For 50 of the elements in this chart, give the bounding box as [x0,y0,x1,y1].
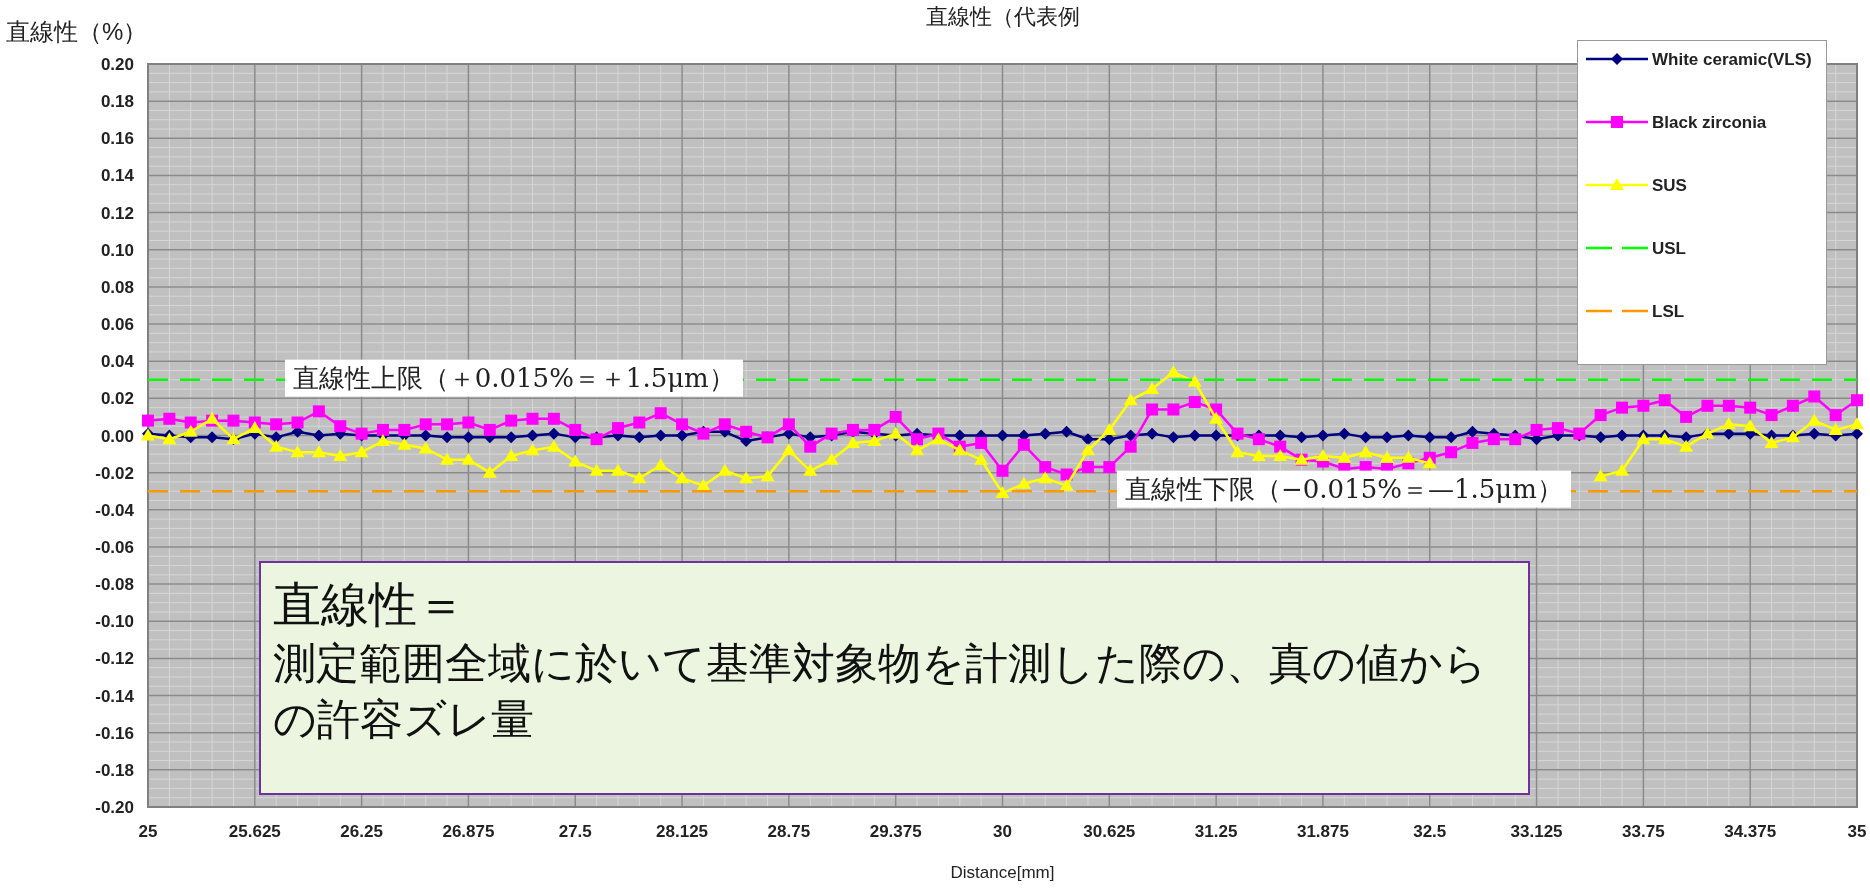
y-tick-label: -0.02 [95,463,134,483]
annotation: 直線性上限（＋0.015%＝＋1.5μm） [284,359,743,397]
annotation: 直線性＝ [273,575,466,634]
y-tick-label: -0.18 [95,760,134,780]
y-tick-label: 0.20 [100,55,134,74]
y-tick-label: -0.06 [95,537,134,557]
y-tick-label: -0.20 [95,798,134,817]
x-tick-label: 31.25 [1194,822,1238,841]
chart-title: 直線性（代表例 [925,4,1080,29]
x-axis-title: Distance[mm] [950,863,1055,882]
x-tick-label: 33.125 [1510,822,1563,841]
x-tick-label: 30 [993,822,1012,841]
legend-label: White ceramic(VLS) [1652,49,1812,71]
y-tick-label: 0.12 [100,203,134,223]
y-axis-title: 直線性（%） [6,18,148,45]
y-tick-label: -0.14 [95,686,135,706]
y-tick-label: 0.16 [100,129,134,149]
y-tick-label: 0.00 [100,426,134,446]
x-tick-label: 26.875 [442,822,495,841]
y-tick-label: -0.08 [95,575,134,595]
y-tick-label: 0.02 [100,389,134,409]
x-tick-label: 35 [1847,822,1867,841]
x-tick-label: 28.125 [656,822,709,841]
y-tick-label: -0.16 [95,723,134,743]
legend-label: Black zirconia [1652,112,1768,134]
x-tick-label: 26.25 [340,822,383,841]
x-tick-label: 25.625 [228,822,281,841]
y-tick-label: 0.18 [100,92,134,112]
x-tick-label: 34.375 [1724,822,1777,841]
y-tick-label: -0.04 [95,500,135,520]
y-tick-label: 0.06 [100,315,134,335]
y-tick-label: 0.14 [100,166,135,186]
legend-label: LSL [1652,301,1686,323]
x-tick-label: 25 [138,822,158,841]
x-tick-label: 33.75 [1622,822,1665,841]
x-tick-label: 31.875 [1296,822,1349,841]
y-tick-label: 0.10 [100,240,134,260]
annotation: 測定範囲全域に於いて基準対象物を計測した際の、真の値からの許容ズレ量 [273,637,1488,746]
legend-label: SUS [1652,175,1688,197]
x-tick-label: 29.375 [869,822,922,841]
y-tick-label: -0.10 [95,612,134,632]
y-tick-label: 0.08 [100,277,134,297]
x-tick-label: 28.75 [767,822,811,841]
x-tick-label: 30.625 [1083,822,1136,841]
annotation: 直線性下限（−0.015%＝—1.5μm） [1117,470,1571,508]
x-tick-label: 27.5 [558,822,592,841]
x-tick-label: 32.5 [1413,822,1447,841]
y-tick-label: -0.12 [95,649,134,669]
y-tick-label: 0.04 [100,352,135,372]
legend-label: USL [1652,238,1687,260]
